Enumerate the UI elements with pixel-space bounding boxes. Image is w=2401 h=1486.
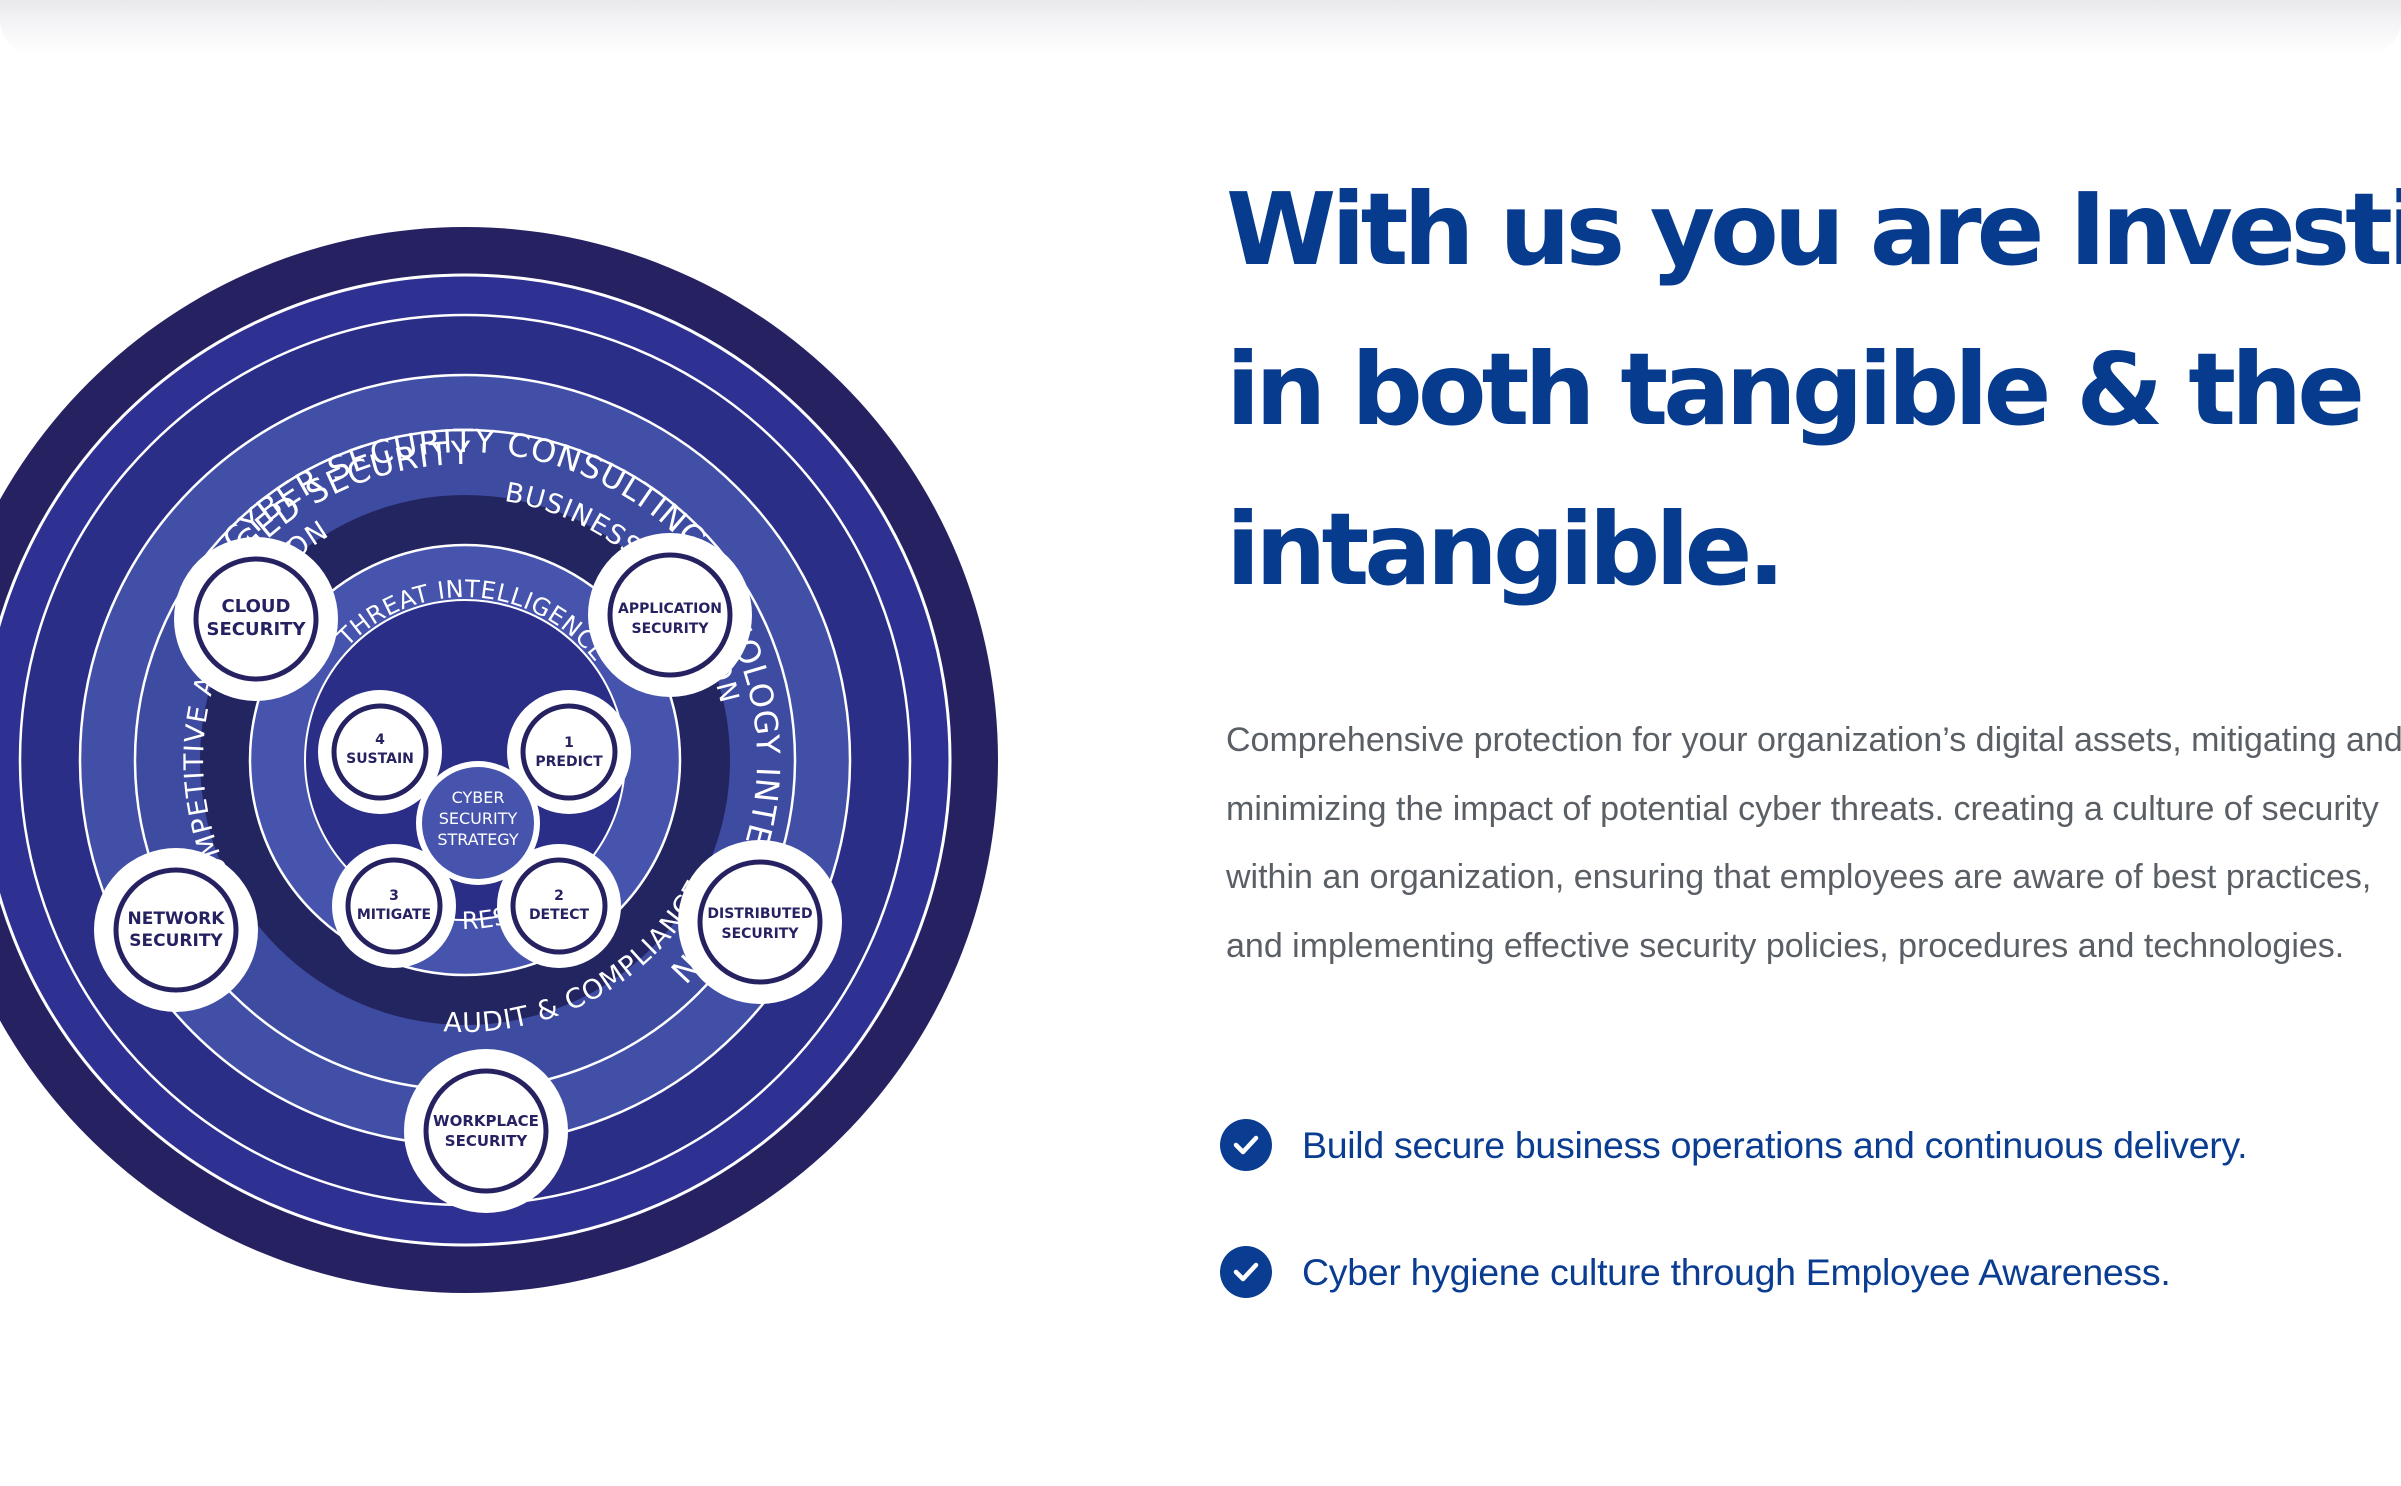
svg-text:SECURITY: SECURITY <box>439 809 518 828</box>
svg-text:SECURITY: SECURITY <box>632 621 710 637</box>
svg-text:NETWORK: NETWORK <box>128 909 226 929</box>
check-circle-icon <box>1220 1246 1272 1298</box>
svg-text:2: 2 <box>554 888 564 904</box>
svg-text:SECURITY: SECURITY <box>207 619 307 640</box>
node-cloud-security: CLOUD SECURITY <box>174 537 338 701</box>
svg-text:3: 3 <box>389 888 399 904</box>
svg-text:1: 1 <box>564 735 574 751</box>
check-circle-icon <box>1220 1119 1272 1171</box>
page-headline: With us you are Investing in both tangib… <box>1226 150 2401 630</box>
svg-text:CLOUD: CLOUD <box>222 596 291 617</box>
node-detect: 2 DETECT <box>497 844 621 968</box>
node-application-security: APPLICATION SECURITY <box>588 533 752 697</box>
bullet-text: Build secure business operations and con… <box>1302 1123 2248 1166</box>
bullet-text: Cyber hygiene culture through Employee A… <box>1302 1250 2171 1293</box>
cyber-security-diagram: CYBER SECURITY CONSULTING TECHNOLOGY INT… <box>0 0 1100 1486</box>
svg-text:APPLICATION: APPLICATION <box>618 601 722 617</box>
svg-text:CYBER: CYBER <box>452 788 505 807</box>
node-distributed-security: DISTRIBUTED SECURITY <box>678 840 842 1004</box>
node-mitigate: 3 MITIGATE <box>332 844 456 968</box>
top-bar <box>0 0 2401 56</box>
node-network-security: NETWORK SECURITY <box>94 848 258 1012</box>
bullet-item: Cyber hygiene culture through Employee A… <box>1220 1246 2171 1298</box>
svg-text:MITIGATE: MITIGATE <box>357 907 431 923</box>
headline-line-1: With us you are Investing <box>1226 171 2401 288</box>
description-paragraph: Comprehensive protection for your organi… <box>1226 721 2401 965</box>
node-workplace-security: WORKPLACE SECURITY <box>404 1049 568 1213</box>
svg-text:SUSTAIN: SUSTAIN <box>346 751 414 767</box>
content-section: With us you are Investing in both tangib… <box>1226 150 2401 1014</box>
svg-text:SECURITY: SECURITY <box>445 1132 529 1150</box>
svg-text:PREDICT: PREDICT <box>535 754 603 770</box>
svg-text:SECURITY: SECURITY <box>129 931 223 951</box>
svg-text:STRATEGY: STRATEGY <box>437 830 519 849</box>
diagram-svg: CYBER SECURITY CONSULTING TECHNOLOGY INT… <box>0 227 998 1293</box>
bullet-item: Build secure business operations and con… <box>1220 1119 2248 1171</box>
svg-text:DISTRIBUTED: DISTRIBUTED <box>707 906 812 922</box>
node-sustain: 4 SUSTAIN <box>318 690 442 814</box>
svg-text:4: 4 <box>375 732 385 748</box>
headline-line-3: intangible. <box>1226 491 1785 608</box>
svg-text:SECURITY: SECURITY <box>722 926 800 942</box>
svg-text:DETECT: DETECT <box>529 907 590 923</box>
center-node: CYBER SECURITY STRATEGY <box>416 761 540 885</box>
svg-text:WORKPLACE: WORKPLACE <box>433 1112 539 1130</box>
headline-line-2: in both tangible & the <box>1226 331 2365 448</box>
node-predict: 1 PREDICT <box>507 690 631 814</box>
